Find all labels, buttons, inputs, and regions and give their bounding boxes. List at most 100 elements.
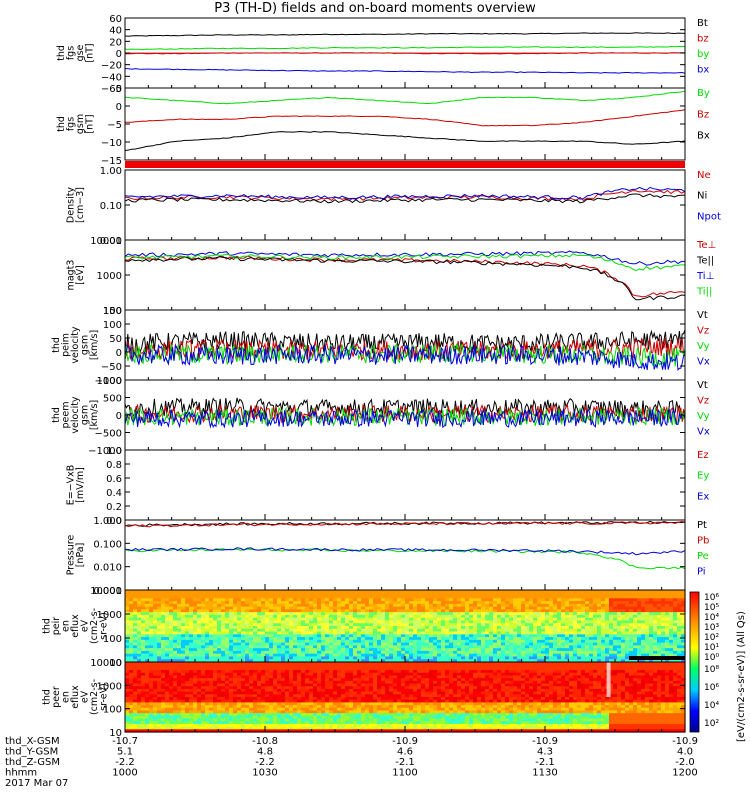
heatmap-cell — [329, 626, 334, 630]
heatmap-cell — [201, 697, 206, 701]
heatmap-cell — [141, 705, 146, 709]
heatmap-cell — [233, 729, 238, 733]
heatmap-cell — [185, 697, 190, 701]
heatmap-cell — [501, 590, 506, 594]
heatmap-cell — [493, 592, 498, 597]
heatmap-cell — [629, 623, 634, 627]
heatmap-cell — [477, 598, 482, 602]
heatmap-cell — [521, 656, 526, 660]
heatmap-cell — [661, 623, 666, 627]
heatmap-cell — [261, 710, 266, 714]
legend-Vz: Vz — [697, 326, 709, 337]
heatmap-cell — [629, 637, 634, 641]
heatmap-cell — [181, 688, 186, 693]
heatmap-cell — [161, 705, 166, 709]
heatmap-cell — [325, 634, 330, 638]
heatmap-cell — [141, 628, 146, 633]
heatmap-cell — [449, 592, 454, 597]
heatmap-cell — [429, 609, 434, 613]
heatmap-cell — [401, 659, 406, 663]
heatmap-cell — [209, 590, 214, 594]
y-tick-label: 500 — [103, 394, 122, 405]
y-axis-label-line: [km/s] — [89, 330, 100, 360]
heatmap-cell — [221, 639, 226, 644]
heatmap-cell — [629, 614, 634, 619]
panel-frame — [124, 87, 686, 161]
heatmap-cell — [625, 650, 630, 655]
heatmap-cell — [285, 634, 290, 638]
heatmap-cell — [677, 590, 682, 594]
heatmap-cell — [469, 590, 474, 594]
heatmap-cell — [465, 656, 470, 660]
heatmap-cell — [257, 713, 262, 717]
heatmap-cell — [141, 601, 146, 605]
heatmap-cell — [209, 653, 214, 658]
heatmap-cell — [453, 590, 458, 594]
heatmap-cell — [301, 639, 306, 644]
heatmap-cell — [569, 614, 574, 619]
heatmap-cell — [221, 664, 226, 668]
heatmap-cell — [517, 639, 522, 644]
heatmap-cell — [129, 721, 134, 725]
heatmap-cell — [185, 659, 190, 663]
heatmap-cell — [525, 650, 530, 655]
heatmap-cell — [261, 699, 266, 703]
heatmap-cell — [497, 617, 502, 622]
heatmap-cell — [613, 620, 618, 624]
heatmap-cell — [633, 606, 638, 610]
heatmap-cell — [665, 595, 670, 599]
heatmap-cell — [165, 642, 170, 646]
heatmap-cell — [225, 670, 230, 674]
heatmap-cell — [269, 590, 274, 594]
heatmap-cell — [125, 620, 130, 624]
heatmap-cell — [633, 642, 638, 646]
heatmap-cell — [657, 631, 662, 635]
heatmap-cell — [249, 612, 254, 616]
heatmap-cell — [201, 672, 206, 677]
heatmap-cell — [189, 601, 194, 605]
heatmap-cell — [213, 603, 218, 608]
heatmap-cell — [157, 699, 162, 703]
heatmap-cell — [205, 670, 210, 674]
heatmap-cell — [261, 691, 266, 695]
heatmap-cell — [645, 601, 650, 605]
heatmap-cell — [361, 609, 366, 613]
heatmap-cell — [641, 598, 646, 602]
heatmap-cell — [677, 642, 682, 646]
heatmap-cell — [125, 603, 130, 608]
heatmap-cell — [353, 609, 358, 613]
heatmap-cell — [233, 592, 238, 597]
heatmap-cell — [213, 612, 218, 616]
heatmap-cell — [441, 628, 446, 633]
heatmap-cell — [541, 659, 546, 663]
heatmap-cell — [165, 705, 170, 709]
heatmap-cell — [237, 620, 242, 624]
heatmap-cell — [553, 620, 558, 624]
heatmap-cell — [149, 662, 154, 666]
heatmap-cell — [125, 628, 130, 633]
heatmap-cell — [201, 634, 206, 638]
heatmap-cell — [505, 612, 510, 616]
heatmap-cell — [389, 648, 394, 652]
heatmap-cell — [249, 614, 254, 619]
heatmap-cell — [397, 595, 402, 599]
heatmap-cell — [545, 614, 550, 619]
heatmap-cell — [265, 590, 270, 594]
heatmap-cell — [397, 650, 402, 655]
heatmap-cell — [669, 645, 674, 649]
heatmap-cell — [197, 715, 202, 720]
heatmap-cell — [177, 612, 182, 616]
heatmap-cell — [673, 590, 678, 594]
heatmap-cell — [509, 595, 514, 599]
heatmap-cell — [197, 729, 202, 733]
heatmap-cell — [301, 620, 306, 624]
heatmap-cell — [513, 653, 518, 658]
heatmap-cell — [517, 631, 522, 635]
legend-Ni: Ni — [697, 191, 707, 202]
heatmap-cell — [389, 617, 394, 622]
heatmap-cell — [165, 623, 170, 627]
heatmap-cell — [189, 612, 194, 616]
heatmap-cell — [605, 620, 610, 624]
heatmap-cell — [225, 675, 230, 679]
heatmap-cell — [317, 656, 322, 660]
